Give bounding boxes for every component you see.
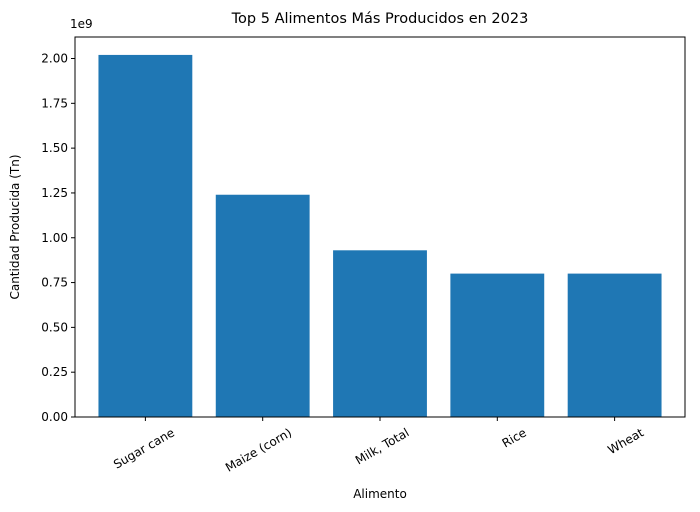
y-tick-label: 1.75	[41, 96, 68, 110]
y-tick-label: 0.00	[41, 410, 68, 424]
bar-0	[98, 54, 193, 417]
y-tick-label: 0.25	[41, 365, 68, 379]
y-tick-label: 1.50	[41, 141, 68, 155]
chart-title: Top 5 Alimentos Más Producidos en 2023	[231, 11, 529, 27]
bar-4	[567, 273, 662, 417]
bar-3	[450, 273, 545, 417]
y-tick-label: 2.00	[41, 52, 68, 66]
x-tick-label: Maize (corn)	[223, 425, 294, 474]
x-tick-label: Milk, Total	[353, 425, 412, 467]
bars-group	[98, 54, 662, 417]
bar-1	[215, 194, 310, 417]
y-axis-label: Cantidad Producida (Tn)	[8, 154, 22, 299]
y-tick-label: 1.00	[41, 231, 68, 245]
y-axis: 0.00 0.25 0.50 0.75 1.00 1.25 1.50 1.75 2.00	[41, 52, 75, 424]
x-axis: Sugar cane Maize (corn) Milk, Total Rice Whe…	[111, 417, 646, 475]
x-axis-label: Alimento	[353, 487, 407, 501]
x-tick-label: Rice	[500, 425, 529, 450]
y-tick-label: 0.50	[41, 320, 68, 334]
x-tick-label: Wheat	[605, 425, 646, 457]
y-axis-offset-label: 1e9	[70, 17, 93, 31]
plot-frame	[74, 36, 686, 418]
x-tick-label: Sugar cane	[111, 425, 177, 471]
y-tick-label: 1.25	[41, 186, 68, 200]
bar-2	[333, 250, 427, 417]
y-tick-label: 0.75	[41, 276, 68, 290]
